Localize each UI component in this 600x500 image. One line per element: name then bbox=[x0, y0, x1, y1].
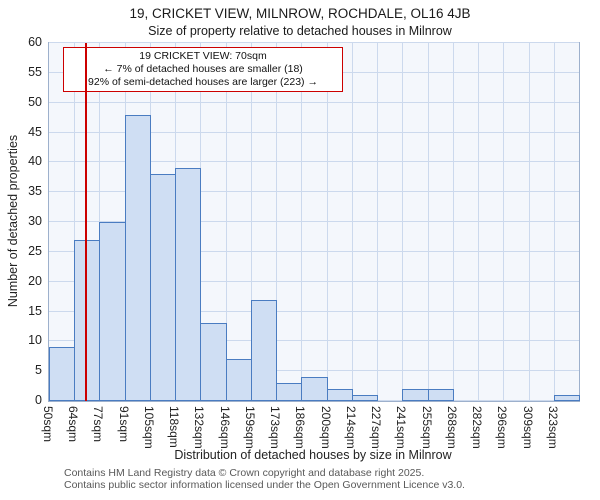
x-tick-label: 159sqm bbox=[242, 406, 257, 449]
y-tick-label: 60 bbox=[28, 35, 42, 49]
bar bbox=[149, 174, 177, 401]
gridline-horizontal bbox=[49, 191, 579, 193]
bar bbox=[124, 114, 151, 401]
footer: Contains HM Land Registry data © Crown c… bbox=[64, 467, 465, 491]
x-tick-label: 323sqm bbox=[545, 406, 560, 449]
subject-property-marker-line bbox=[84, 43, 87, 401]
bar bbox=[225, 359, 252, 401]
gridline-horizontal bbox=[49, 101, 579, 103]
gridline-vertical bbox=[503, 43, 505, 401]
gridline-vertical bbox=[276, 43, 278, 401]
x-tick-label: 132sqm bbox=[192, 406, 207, 449]
annotation-property-line: 19 CRICKET VIEW: 70sqm bbox=[139, 50, 267, 62]
gridline-horizontal bbox=[49, 370, 579, 372]
gridline-vertical bbox=[427, 43, 429, 401]
y-tick-label: 40 bbox=[28, 154, 42, 169]
gridline-horizontal bbox=[49, 340, 579, 342]
x-tick-label: 77sqm bbox=[91, 406, 106, 443]
bar bbox=[250, 299, 278, 401]
y-tick-label: 20 bbox=[28, 273, 42, 288]
y-tick-label: 10 bbox=[28, 333, 42, 348]
footer-copyright-line: Contains HM Land Registry data © Crown c… bbox=[64, 467, 425, 479]
bar bbox=[301, 377, 328, 401]
plot-area: 19 CRICKET VIEW: 70sqm ← 7% of detached … bbox=[48, 42, 580, 402]
x-tick-label: 282sqm bbox=[470, 406, 485, 449]
gridline-vertical bbox=[250, 43, 252, 401]
gridline-vertical bbox=[402, 43, 404, 401]
chart-subtitle: Size of property relative to detached ho… bbox=[148, 24, 452, 38]
y-tick-label: 5 bbox=[35, 363, 42, 378]
x-tick-label: 146sqm bbox=[217, 406, 232, 449]
bar bbox=[326, 389, 353, 401]
gridline-vertical bbox=[553, 43, 555, 401]
x-tick-label: 91sqm bbox=[116, 406, 131, 443]
annotation-smaller-line: ← 7% of detached houses are smaller (18) bbox=[103, 63, 303, 75]
x-tick-label: 296sqm bbox=[495, 406, 510, 449]
bar bbox=[427, 389, 454, 401]
chart-title: 19, CRICKET VIEW, MILNROW, ROCHDALE, OL1… bbox=[129, 6, 471, 21]
x-tick-label: 241sqm bbox=[394, 406, 409, 449]
y-tick-label: 55 bbox=[28, 64, 42, 79]
y-tick-label: 0 bbox=[35, 393, 42, 407]
y-tick-label: 25 bbox=[28, 243, 42, 258]
x-tick-label: 173sqm bbox=[268, 406, 283, 449]
bar bbox=[553, 395, 580, 401]
annotation-larger-line: 92% of semi-detached houses are larger (… bbox=[88, 76, 318, 88]
y-tick-label: 30 bbox=[28, 214, 42, 228]
x-tick-label: 227sqm bbox=[369, 406, 384, 449]
gridline-vertical bbox=[452, 43, 454, 401]
x-tick-label: 64sqm bbox=[66, 406, 81, 443]
x-tick-label: 309sqm bbox=[520, 406, 535, 449]
x-tick-label: 105sqm bbox=[141, 406, 156, 449]
bar bbox=[276, 383, 303, 401]
gridline-horizontal bbox=[49, 250, 579, 252]
bar bbox=[200, 323, 227, 401]
gridline-vertical bbox=[377, 43, 379, 401]
bar bbox=[49, 347, 76, 401]
x-axis-label: Distribution of detached houses by size … bbox=[174, 448, 452, 462]
x-tick-label: 268sqm bbox=[444, 406, 459, 449]
x-tick-label: 186sqm bbox=[293, 406, 308, 449]
gridline-horizontal bbox=[49, 221, 579, 222]
gridline-vertical bbox=[528, 43, 530, 401]
y-tick-label: 50 bbox=[28, 94, 42, 109]
y-tick-label: 35 bbox=[28, 184, 42, 199]
gridline-horizontal bbox=[49, 161, 579, 163]
gridline-vertical bbox=[478, 43, 480, 401]
bar bbox=[175, 168, 202, 401]
gridline-horizontal bbox=[49, 310, 579, 312]
gridline-horizontal bbox=[49, 280, 579, 282]
footer-licence-line: Contains public sector information licen… bbox=[64, 478, 465, 491]
gridline-horizontal bbox=[49, 131, 579, 133]
gridline-vertical bbox=[225, 43, 227, 401]
gridline-vertical bbox=[74, 43, 76, 401]
x-tick-label: 118sqm bbox=[167, 406, 182, 448]
annotation-box: 19 CRICKET VIEW: 70sqm ← 7% of detached … bbox=[63, 47, 343, 92]
x-tick-label: 214sqm bbox=[343, 406, 358, 449]
y-tick-label: 45 bbox=[28, 124, 42, 139]
gridline-horizontal bbox=[49, 42, 579, 43]
x-tick-label: 200sqm bbox=[318, 406, 333, 449]
bar bbox=[99, 222, 126, 401]
bar bbox=[402, 389, 429, 401]
y-tick-label: 15 bbox=[28, 303, 42, 318]
gridline-vertical bbox=[351, 43, 353, 401]
bar bbox=[351, 395, 379, 401]
x-tick-label: 50sqm bbox=[41, 406, 55, 443]
gridline-vertical bbox=[326, 43, 328, 401]
gridline-vertical bbox=[301, 43, 303, 401]
bar bbox=[74, 239, 101, 401]
x-tick-label: 255sqm bbox=[419, 406, 434, 449]
